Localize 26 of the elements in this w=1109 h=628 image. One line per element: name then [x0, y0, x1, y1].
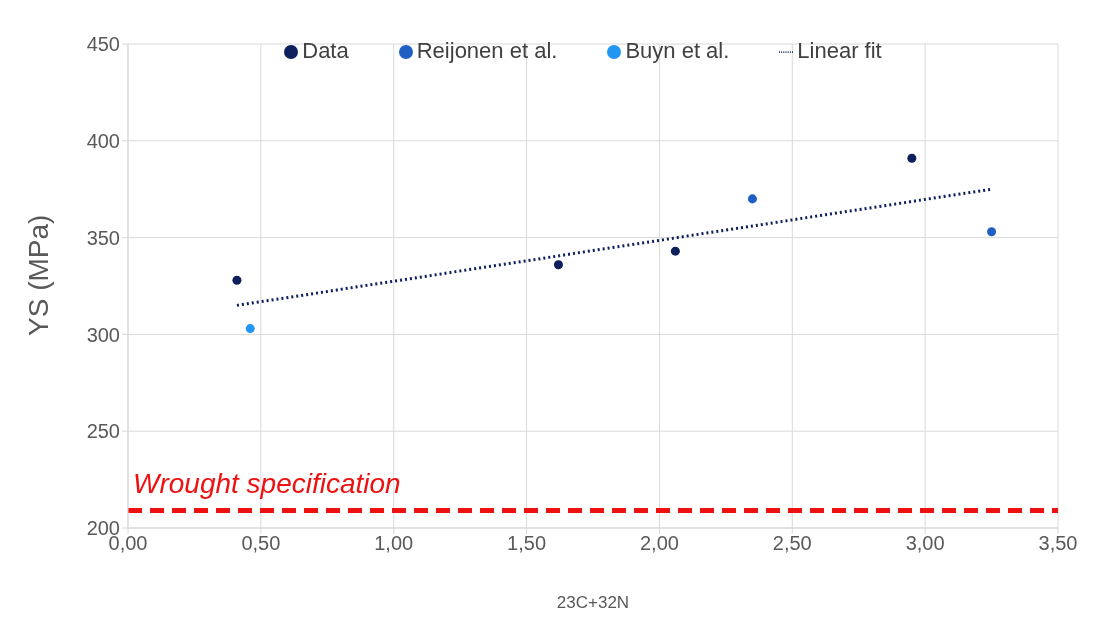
legend-label: Reijonen et al. — [416, 38, 558, 63]
x-axis-title: 23C+32N — [556, 593, 630, 612]
y-tick-label: 250 — [86, 420, 120, 443]
legend-label: Buyn et al. — [625, 38, 730, 63]
point — [987, 227, 997, 237]
x-tick-label: 3,00 — [905, 532, 945, 555]
x-tick-label: 0,50 — [241, 532, 281, 555]
point — [747, 194, 757, 204]
x-tick-label: 1,00 — [374, 532, 414, 555]
y-tick-label: 350 — [86, 226, 120, 249]
y-axis-title: YS (MPa) — [22, 214, 54, 336]
legend-label: Linear fit — [797, 38, 882, 63]
point — [245, 324, 255, 334]
legend-label: Data — [302, 38, 349, 63]
point — [907, 153, 917, 163]
y-tick-label: 450 — [86, 33, 120, 56]
x-tick-label: 2,50 — [772, 532, 812, 555]
y-tick-label: 300 — [86, 323, 120, 346]
x-tick-label: 3,50 — [1038, 532, 1078, 555]
x-tick-label: 1,50 — [507, 532, 547, 555]
point — [232, 275, 242, 285]
ref-line-label: Wrought specification — [133, 468, 401, 500]
y-tick-label: 400 — [86, 129, 120, 152]
x-tick-label: 2,00 — [639, 532, 679, 555]
point — [670, 246, 680, 256]
point — [553, 260, 563, 270]
